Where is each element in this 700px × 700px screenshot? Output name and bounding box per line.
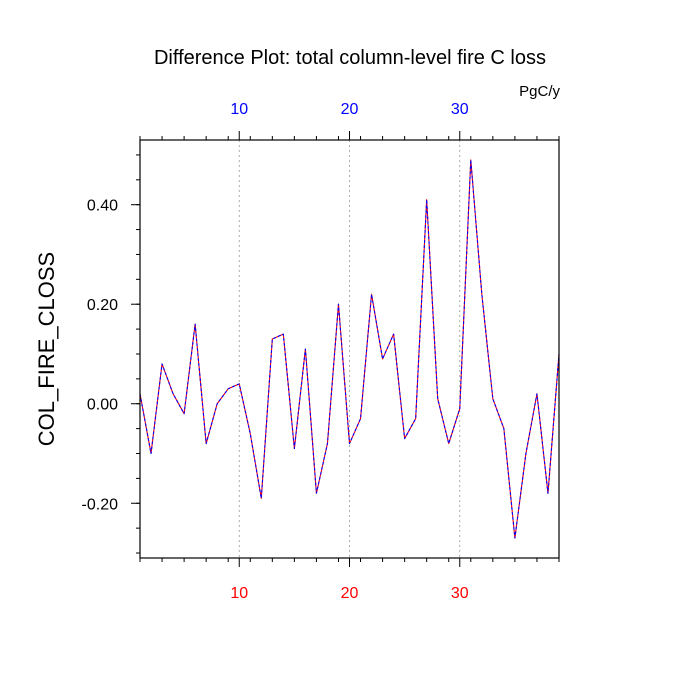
axis-ticks xyxy=(131,131,560,567)
x-tick-label-top: 30 xyxy=(451,101,469,118)
y-tick-label: -0.20 xyxy=(82,496,119,513)
x-tick-label-top: 10 xyxy=(230,101,248,118)
x-tick-label-bottom: 10 xyxy=(230,585,248,602)
series-lines xyxy=(139,159,560,539)
plot-frame xyxy=(139,139,560,559)
series-line-b xyxy=(139,159,560,539)
x-tick-label-top: 20 xyxy=(341,101,359,118)
y-tick-label: 0.00 xyxy=(87,397,118,414)
x-tick-label-bottom: 30 xyxy=(451,585,469,602)
tick-labels: 10 10 20 20 30 30 -0.20 0.00 0.20 0.40 xyxy=(82,101,469,602)
y-tick-label: 0.40 xyxy=(87,198,118,215)
y-tick-label: 0.20 xyxy=(87,297,118,314)
x-tick-label-bottom: 20 xyxy=(341,585,359,602)
y-axis-label: COL_FIRE_CLOSS xyxy=(34,252,59,446)
chart-title: Difference Plot: total column-level fire… xyxy=(154,47,546,69)
units-label: PgC/y xyxy=(519,83,560,100)
